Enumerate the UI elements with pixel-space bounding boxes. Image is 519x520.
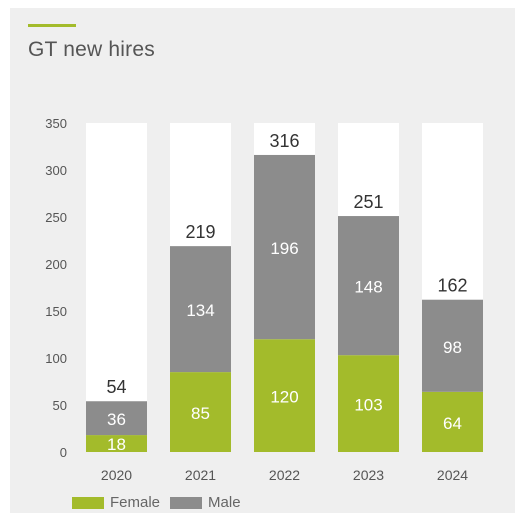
bar-male xyxy=(170,246,231,373)
data-label-female: 120 xyxy=(270,388,298,407)
data-label-male: 98 xyxy=(443,338,462,357)
legend-label-female: Female xyxy=(110,494,161,511)
legend-item-male: Male xyxy=(170,494,241,511)
y-tick-label: 300 xyxy=(45,163,67,178)
stacked-bar-chart: 0 50 100 150 200 250 300 350 18 36 54 2020 85 134 219 2… xyxy=(45,116,483,483)
bar-female xyxy=(170,372,231,452)
data-label-male: 196 xyxy=(270,239,298,258)
column-background xyxy=(86,123,147,452)
data-label-male: 148 xyxy=(354,278,382,297)
data-label-female: 103 xyxy=(354,396,382,415)
bar-male xyxy=(254,154,315,340)
x-tick-label: 2022 xyxy=(269,467,300,483)
data-label-male: 36 xyxy=(107,410,126,429)
y-tick-label: 250 xyxy=(45,210,67,225)
legend-label-male: Male xyxy=(208,494,241,511)
bar-female xyxy=(254,339,315,452)
chart-title: GT new hires xyxy=(28,38,155,61)
bar-male xyxy=(338,216,399,356)
data-label-female: 85 xyxy=(191,404,210,423)
bar-male xyxy=(86,401,147,436)
y-tick-label: 100 xyxy=(45,351,67,366)
x-tick-label: 2020 xyxy=(101,467,132,483)
data-label-male: 134 xyxy=(186,301,214,320)
bar-male xyxy=(422,299,483,392)
x-tick-label: 2021 xyxy=(185,467,216,483)
title-accent-line xyxy=(28,24,76,27)
data-label-total: 162 xyxy=(437,276,467,296)
x-tick-label: 2023 xyxy=(353,467,384,483)
y-tick-label: 50 xyxy=(53,398,67,413)
data-label-female: 18 xyxy=(107,435,126,454)
data-label-total: 316 xyxy=(269,131,299,151)
legend-item-female: Female xyxy=(72,494,160,511)
bar-female xyxy=(86,435,147,452)
data-label-total: 251 xyxy=(353,192,383,212)
y-tick-label: 200 xyxy=(45,257,67,272)
legend-swatch-female xyxy=(72,496,104,509)
data-label-total: 219 xyxy=(185,222,215,242)
legend-swatch-male xyxy=(170,496,203,509)
x-tick-label: 2024 xyxy=(437,467,468,483)
y-tick-label: 350 xyxy=(45,116,67,131)
chart-legend: Female Male xyxy=(72,494,241,511)
bar-female xyxy=(422,391,483,452)
data-label-total: 54 xyxy=(106,377,126,397)
y-tick-label: 150 xyxy=(45,304,67,319)
data-label-female: 64 xyxy=(443,414,462,433)
bar-female xyxy=(338,355,399,452)
y-tick-label: 0 xyxy=(60,445,67,460)
